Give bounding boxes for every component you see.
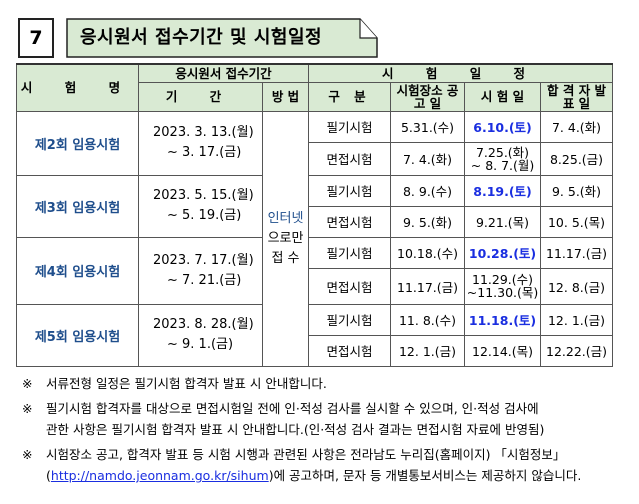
exam-name: 제4회 임용시험	[16, 236, 139, 305]
note-text: 필기시험 합격자를 대상으로 면접시험일 전에 인·적성 검사를 실시할 수 있…	[46, 401, 545, 437]
exam-date: 10.28.(토)	[464, 236, 542, 269]
exam-type: 면접시험	[308, 334, 392, 367]
result-date: 8.25.(금)	[540, 141, 614, 176]
exam-info-link[interactable]: http://namdo.jeonnam.go.kr/sihum	[50, 468, 269, 483]
table-row: 면접시험 7. 4.(화) 7.25.(화) ~ 8. 7.(월) 8.25.(…	[17, 141, 614, 176]
title-banner-shape	[66, 18, 378, 58]
note-text: 시험장소 공고, 합격자 발표 등 시험 시행과 관련된 사항은 전라남도 누리…	[46, 447, 582, 483]
table-row: 면접시험 12. 1.(금) 12.14.(목) 12.22.(금)	[17, 334, 614, 367]
exam-type: 필기시험	[308, 236, 392, 269]
application-period: 2023. 7. 17.(월) ~ 7. 21.(금)	[138, 236, 263, 305]
venue-notice-date: 9. 5.(화)	[390, 205, 466, 238]
exam-name: 제2회 임용시험	[16, 110, 139, 176]
result-date: 11.17.(금)	[540, 236, 614, 269]
exam-date: 7.25.(화) ~ 8. 7.(월)	[464, 141, 542, 176]
venue-notice-date: 10.18.(수)	[390, 236, 466, 269]
venue-notice-date: 8. 9.(수)	[390, 174, 466, 207]
exam-type: 필기시험	[308, 174, 392, 207]
table-row: 제5회 임용시험 2023. 8. 28.(월) ~ 9. 1.(금) 필기시험…	[16, 303, 614, 367]
exam-date: 8.19.(토)	[464, 174, 542, 207]
note-item: ※ 시험장소 공고, 합격자 발표 등 시험 시행과 관련된 사항은 전라남도 …	[22, 444, 620, 486]
header-category: 구 분	[308, 81, 392, 112]
note-item: ※ 필기시험 합격자를 대상으로 면접시험일 전에 인·적성 검사를 실시할 수…	[22, 398, 620, 440]
section-title: 응시원서 접수기간 및 시험일정	[80, 27, 323, 48]
table-row: 제4회 임용시험 2023. 7. 17.(월) ~ 7. 21.(금) 필기시…	[16, 236, 614, 305]
section-header: 7 응시원서 접수기간 및 시험일정	[18, 18, 378, 58]
table-row: 면접시험 11.17.(금) 11.29.(수) ~11.30.(목) 12. …	[17, 267, 614, 305]
application-period: 2023. 3. 13.(월) ~ 3. 17.(금)	[138, 110, 263, 176]
note-item: ※ 서류전형 일정은 필기시험 합격자 발표 시 안내합니다.	[22, 373, 620, 394]
application-period: 2023. 8. 28.(월) ~ 9. 1.(금)	[138, 303, 263, 367]
application-method: 인터넷 으로만 접 수	[261, 110, 310, 367]
section-title-box: 응시원서 접수기간 및 시험일정	[66, 18, 378, 58]
header-method: 방 법	[261, 81, 310, 112]
result-date: 12. 1.(금)	[540, 303, 614, 336]
table-row: 면접시험 9. 5.(화) 9.21.(목) 10. 5.(목)	[17, 205, 614, 238]
exam-date: 12.14.(목)	[464, 334, 542, 367]
exam-name: 제5회 임용시험	[16, 303, 139, 367]
venue-notice-date: 11. 8.(수)	[390, 303, 466, 336]
result-date: 12. 8.(금)	[540, 267, 614, 305]
schedule-table: 시 험 명 응시원서 접수기간 시 험 일 정 기 간 방 법 구 분 시험장소…	[16, 63, 614, 367]
reference-mark-icon: ※	[22, 447, 33, 462]
header-exam-date: 시 험 일	[464, 81, 542, 112]
venue-notice-date: 5.31.(수)	[390, 110, 466, 143]
note-text: 서류전형 일정은 필기시험 합격자 발표 시 안내합니다.	[46, 376, 327, 391]
exam-type: 면접시험	[308, 141, 392, 176]
table-row: 제3회 임용시험 2023. 5. 15.(월) ~ 5. 19.(금) 필기시…	[16, 174, 614, 238]
venue-notice-date: 12. 1.(금)	[390, 334, 466, 367]
exam-date: 6.10.(토)	[464, 110, 542, 143]
exam-date: 11.18.(토)	[464, 303, 542, 336]
exam-type: 필기시험	[308, 303, 392, 336]
exam-name: 제3회 임용시험	[16, 174, 139, 238]
result-date: 9. 5.(화)	[540, 174, 614, 207]
result-date: 10. 5.(목)	[540, 205, 614, 238]
header-period: 기 간	[138, 81, 263, 112]
header-schedule: 시 험 일 정	[308, 63, 614, 83]
header-exam-name: 시 험 명	[16, 63, 139, 112]
reference-mark-icon: ※	[22, 401, 33, 416]
exam-date: 11.29.(수) ~11.30.(목)	[464, 267, 542, 305]
result-date: 12.22.(금)	[540, 334, 614, 367]
exam-date: 9.21.(목)	[464, 205, 542, 238]
header-venue-notice: 시험장소 공 고 일	[390, 81, 466, 112]
application-period: 2023. 5. 15.(월) ~ 5. 19.(금)	[138, 174, 263, 238]
exam-type: 면접시험	[308, 267, 392, 305]
header-result-date: 합 격 자 발 표 일	[540, 81, 614, 112]
section-number: 7	[18, 18, 54, 58]
notes-section: ※ 서류전형 일정은 필기시험 합격자 발표 시 안내합니다. ※ 필기시험 합…	[22, 373, 620, 486]
reference-mark-icon: ※	[22, 376, 33, 391]
exam-type: 필기시험	[308, 110, 392, 143]
venue-notice-date: 11.17.(금)	[390, 267, 466, 305]
result-date: 7. 4.(화)	[540, 110, 614, 143]
table-row: 제2회 임용시험 2023. 3. 13.(월) ~ 3. 17.(금) 인터넷…	[16, 110, 614, 367]
exam-type: 면접시험	[308, 205, 392, 238]
header-application: 응시원서 접수기간	[137, 63, 310, 83]
venue-notice-date: 7. 4.(화)	[390, 141, 466, 176]
